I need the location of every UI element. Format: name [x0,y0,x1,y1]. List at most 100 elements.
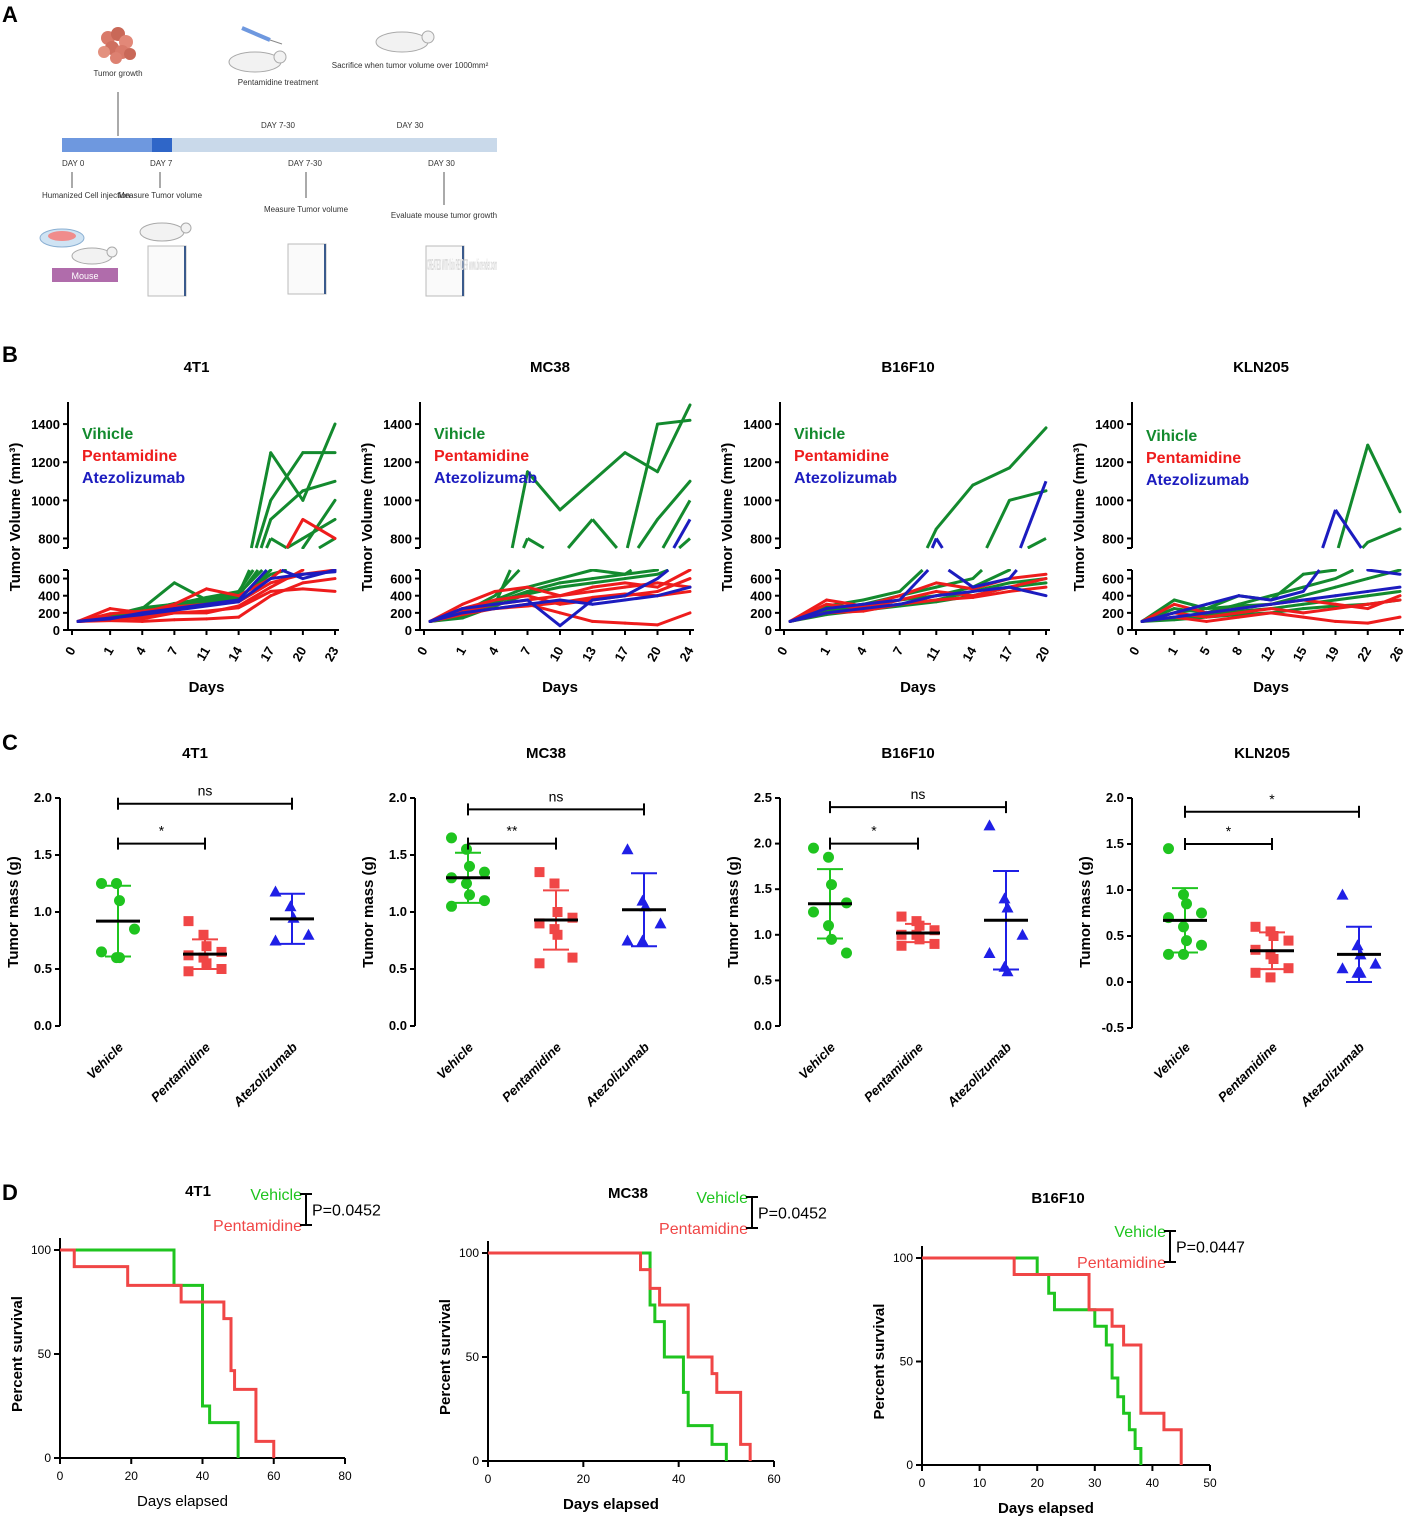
legend-entry-atezolizumab: Atezolizumab [82,470,185,487]
series-line-vihicle [1007,489,1048,502]
y-tick-label: 400 [750,589,772,604]
series-line-vihicle [661,499,692,549]
x-tick-label: 10 [973,1476,987,1490]
series-line-vihicle [656,479,692,521]
series-line-vihicle [286,537,304,550]
series-line-pentamidine [898,589,938,602]
series-line-vihicle [566,518,594,549]
series-line-atezolizumab [1269,598,1305,606]
y-tick-label: 1.0 [34,904,52,919]
series-line-vihicle [558,568,594,581]
mass-chart-kln205: KLN205 -0.5 0.0 0.5 1.0 1.5 2.0 Tumor mass (g) V… [1077,745,1382,1110]
data-point-vehicle [808,906,819,918]
chart-title: 4T1 [182,745,208,762]
data-point-vehicle [823,920,834,932]
y-tick-label: 600 [1102,572,1124,587]
significance-label: ** [507,823,518,839]
y-tick-label: 2.0 [1106,790,1124,805]
series-line-pentamidine [1237,607,1273,615]
data-point-vehicle [446,832,457,844]
p-value-label: P=0.0452 [312,1203,381,1220]
series-line-vihicle [925,528,938,549]
series-line-atezolizumab [140,608,176,617]
series-line-atezolizumab [1334,589,1370,598]
category-label-atezolizumab: Atezolizumab [230,1039,301,1110]
y-axis-label: Percent survival [871,1304,888,1420]
sacrifice-label: Sacrifice when tumor volume over 1000mm² [332,61,489,70]
data-point-atezolizumab [998,892,1011,904]
data-point-pentamidine [534,958,545,969]
series-line-atezolizumab [1301,594,1337,602]
significance-label: * [1226,823,1232,839]
data-point-pentamidine [1265,972,1276,983]
series-line-pentamidine [934,595,975,602]
x-tick-label: 24 [676,643,697,664]
series-line-atezolizumab [1366,585,1402,593]
category-label-pentamidine: Pentamidine [1215,1040,1280,1105]
data-point-pentamidine [896,929,907,940]
y-tick-label: 0.5 [1106,928,1124,943]
series-line-atezolizumab [1237,594,1273,602]
series-line-vihicle [237,569,255,593]
day7-label: DAY 7 [150,159,173,168]
series-line-atezolizumab [205,598,241,606]
y-tick-label: 50 [38,1347,52,1361]
x-tick-label: 20 [644,644,664,664]
series-line-vihicle [898,568,924,593]
mass-chart-b16f10: B16F10 0.0 0.5 1.0 1.5 2.0 2.5 Tumor mass (g) Ve… [725,745,1029,1110]
y-tick-label: 100 [459,1246,479,1260]
data-point-vehicle [1178,948,1189,960]
x-tick-label: 20 [125,1469,139,1483]
series-line-pentamidine [237,585,273,608]
series-line-vihicle [591,572,627,581]
series-line-pentamidine [140,605,176,613]
panel-letter-a: A [2,2,18,27]
series-line-atezolizumab [172,604,208,612]
petri-dish-icon [39,228,85,248]
x-tick-label: 4 [853,643,870,657]
series-line-vihicle [265,537,273,549]
data-point-atezolizumab [302,928,315,940]
y-tick-label: 1.5 [1106,836,1124,851]
y-tick-label: 1.0 [754,927,772,942]
series-line-vihicle [591,518,619,549]
y-tick-label: 0 [1117,623,1124,638]
series-line-vihicle [1366,589,1402,598]
y-axis-label: Tumor mass (g) [5,856,22,967]
series-line-vihicle [237,568,264,596]
data-point-atezolizumab [284,900,297,912]
series-line-vihicle [591,577,627,585]
significance-label: * [1269,791,1275,807]
data-point-vehicle [1196,939,1207,951]
series-line-vihicle [301,479,337,493]
series-line-pentamidine [1334,602,1370,611]
series-line-vihicle [1237,594,1273,606]
legend-entry-vihicle: Vihicle [1146,428,1197,445]
y-tick-label: 1.5 [34,847,52,862]
y-tick-label: 50 [466,1350,480,1364]
series-line-vihicle [269,537,288,550]
series-line-atezolizumab [1302,569,1321,593]
series-line-vihicle [301,422,337,502]
y-tick-label: 1400 [1095,417,1124,432]
x-tick-label: 20 [1031,1476,1045,1490]
series-line-pentamidine [623,581,659,589]
x-tick-label: 40 [1146,1476,1160,1490]
data-point-atezolizumab [1351,939,1364,951]
series-line-pentamidine [1007,577,1048,589]
timeline-panel: Tumor growth Pentamidine treatment DAY 7… [39,26,497,297]
series-line-atezolizumab [672,518,692,549]
x-tick-label: 40 [672,1472,686,1486]
y-tick-label: 1.0 [1106,882,1124,897]
series-line-vihicle [249,452,273,549]
x-tick-label: 4 [132,643,149,657]
survival-curve-pentamidine [60,1248,276,1458]
series-line-pentamidine [205,606,241,613]
axis-break-gap [424,549,696,569]
series-line-pentamidine [1301,607,1337,615]
series-line-vihicle [636,518,659,549]
data-point-pentamidine [216,964,227,974]
x-tick-label: 20 [289,644,309,664]
y-tick-label: 1.5 [389,847,407,862]
